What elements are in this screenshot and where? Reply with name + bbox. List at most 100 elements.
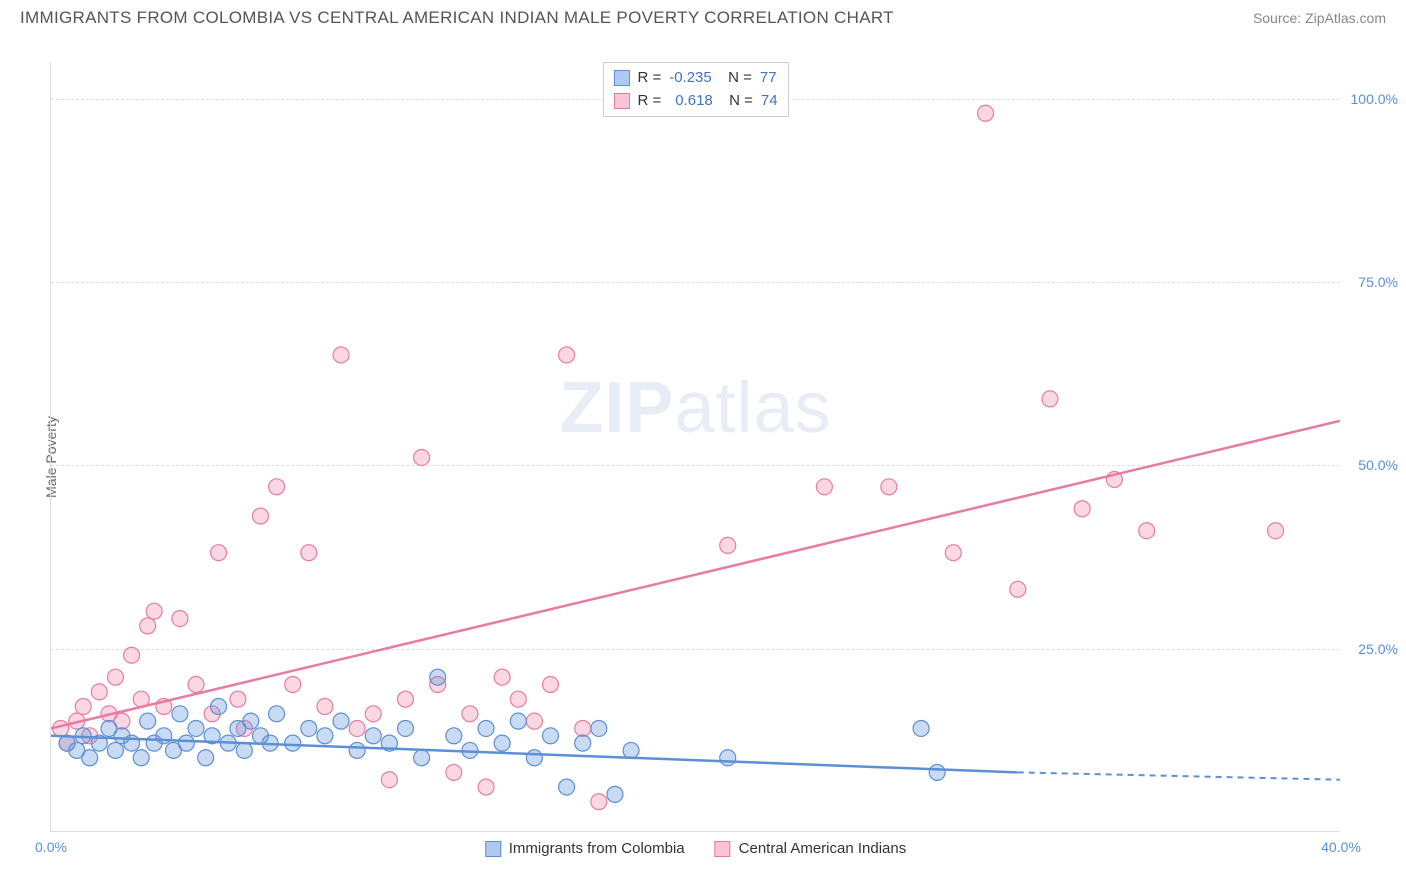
data-point bbox=[559, 779, 575, 795]
data-point bbox=[816, 479, 832, 495]
data-point bbox=[188, 677, 204, 693]
data-point bbox=[285, 735, 301, 751]
data-point bbox=[133, 750, 149, 766]
x-tick-label: 40.0% bbox=[1321, 839, 1361, 855]
data-point bbox=[230, 691, 246, 707]
data-point bbox=[301, 545, 317, 561]
data-point bbox=[430, 669, 446, 685]
data-point bbox=[929, 764, 945, 780]
data-point bbox=[591, 794, 607, 810]
data-point bbox=[91, 684, 107, 700]
data-point bbox=[945, 545, 961, 561]
data-point bbox=[146, 603, 162, 619]
data-point bbox=[446, 728, 462, 744]
legend-r-value-1: -0.235 bbox=[669, 67, 712, 90]
chart-area: Male Poverty R = -0.235 N = 77 R = 0.618… bbox=[0, 32, 1406, 882]
data-point bbox=[1042, 391, 1058, 407]
data-point bbox=[414, 750, 430, 766]
data-point bbox=[397, 691, 413, 707]
data-point bbox=[317, 728, 333, 744]
data-point bbox=[494, 669, 510, 685]
legend-swatch-pink bbox=[715, 841, 731, 857]
trend-line bbox=[51, 421, 1340, 729]
legend-r-value-2: 0.618 bbox=[669, 90, 713, 113]
chart-title: IMMIGRANTS FROM COLOMBIA VS CENTRAL AMER… bbox=[20, 8, 894, 28]
data-point bbox=[178, 735, 194, 751]
data-point bbox=[397, 720, 413, 736]
legend-row-series-2: R = 0.618 N = 74 bbox=[613, 90, 777, 113]
y-tick-label: 100.0% bbox=[1351, 91, 1398, 107]
legend-swatch-blue bbox=[613, 70, 629, 86]
legend-swatch-pink bbox=[613, 93, 629, 109]
data-point bbox=[365, 706, 381, 722]
legend-n-value-2: 74 bbox=[761, 90, 778, 113]
legend-bottom: Immigrants from Colombia Central America… bbox=[485, 840, 906, 857]
chart-source: Source: ZipAtlas.com bbox=[1253, 10, 1386, 26]
legend-bottom-item-2: Central American Indians bbox=[715, 840, 907, 857]
data-point bbox=[172, 706, 188, 722]
data-point bbox=[623, 742, 639, 758]
data-point bbox=[301, 720, 317, 736]
scatter-plot-svg bbox=[51, 62, 1340, 831]
legend-swatch-blue bbox=[485, 841, 501, 857]
data-point bbox=[913, 720, 929, 736]
data-point bbox=[365, 728, 381, 744]
y-tick-label: 25.0% bbox=[1358, 641, 1398, 657]
trend-line bbox=[51, 736, 1018, 773]
data-point bbox=[252, 508, 268, 524]
data-point bbox=[510, 713, 526, 729]
legend-bottom-label-2: Central American Indians bbox=[739, 840, 907, 857]
data-point bbox=[1010, 581, 1026, 597]
data-point bbox=[243, 713, 259, 729]
data-point bbox=[1139, 523, 1155, 539]
data-point bbox=[526, 713, 542, 729]
data-point bbox=[720, 750, 736, 766]
data-point bbox=[140, 618, 156, 634]
data-point bbox=[107, 669, 123, 685]
data-point bbox=[575, 720, 591, 736]
data-point bbox=[381, 772, 397, 788]
data-point bbox=[349, 742, 365, 758]
data-point bbox=[211, 545, 227, 561]
data-point bbox=[333, 713, 349, 729]
data-point bbox=[575, 735, 591, 751]
data-point bbox=[607, 786, 623, 802]
data-point bbox=[591, 720, 607, 736]
legend-bottom-item-1: Immigrants from Colombia bbox=[485, 840, 685, 857]
data-point bbox=[720, 537, 736, 553]
data-point bbox=[82, 750, 98, 766]
data-point bbox=[559, 347, 575, 363]
data-point bbox=[978, 105, 994, 121]
data-point bbox=[349, 720, 365, 736]
data-point bbox=[333, 347, 349, 363]
data-point bbox=[236, 742, 252, 758]
data-point bbox=[526, 750, 542, 766]
data-point bbox=[75, 699, 91, 715]
data-point bbox=[446, 764, 462, 780]
data-point bbox=[414, 449, 430, 465]
legend-r-label: R = bbox=[637, 67, 661, 90]
data-point bbox=[881, 479, 897, 495]
data-point bbox=[542, 677, 558, 693]
legend-correlation-box: R = -0.235 N = 77 R = 0.618 N = 74 bbox=[602, 62, 788, 117]
y-tick-label: 75.0% bbox=[1358, 274, 1398, 290]
data-point bbox=[269, 479, 285, 495]
data-point bbox=[269, 706, 285, 722]
data-point bbox=[510, 691, 526, 707]
data-point bbox=[107, 742, 123, 758]
data-point bbox=[478, 720, 494, 736]
legend-row-series-1: R = -0.235 N = 77 bbox=[613, 67, 777, 90]
trend-line-extrapolated bbox=[1018, 772, 1340, 779]
data-point bbox=[124, 647, 140, 663]
legend-n-label: N = bbox=[721, 90, 753, 113]
legend-n-value-1: 77 bbox=[760, 67, 777, 90]
legend-r-label: R = bbox=[637, 90, 661, 113]
data-point bbox=[494, 735, 510, 751]
data-point bbox=[198, 750, 214, 766]
plot-region: R = -0.235 N = 77 R = 0.618 N = 74 ZIPat… bbox=[50, 62, 1340, 832]
data-point bbox=[1074, 501, 1090, 517]
data-point bbox=[172, 611, 188, 627]
data-point bbox=[462, 706, 478, 722]
x-tick-label: 0.0% bbox=[35, 839, 67, 855]
data-point bbox=[1268, 523, 1284, 539]
